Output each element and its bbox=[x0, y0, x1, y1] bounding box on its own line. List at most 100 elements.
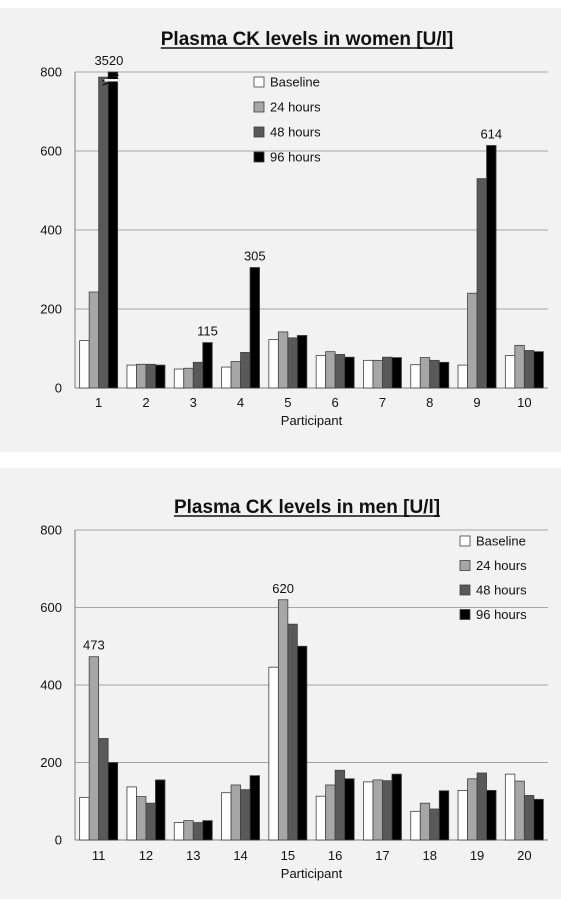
women-bar-p9-s1 bbox=[467, 292, 478, 389]
men-bar-p13-s1 bbox=[183, 820, 194, 841]
men-bar-p16-s2 bbox=[334, 769, 346, 841]
men-bar-p18-s3 bbox=[438, 790, 450, 841]
women-x-tick-label: 8 bbox=[426, 395, 433, 410]
women-legend-label-0: Baseline bbox=[270, 75, 320, 90]
men-bar-p14-s2 bbox=[240, 789, 251, 841]
women-legend-swatch-1 bbox=[253, 101, 265, 113]
women-legend-swatch-2 bbox=[253, 126, 265, 138]
women-bar-p6-s2 bbox=[334, 354, 346, 389]
women-annotation-p3: 115 bbox=[197, 324, 218, 339]
women-bar-p6-s1 bbox=[325, 351, 336, 389]
women-x-tick-label: 1 bbox=[95, 395, 102, 410]
women-bar-p3-s2 bbox=[192, 361, 204, 389]
women-bar-p9-s3 bbox=[486, 145, 497, 389]
women-bar-p7-s3 bbox=[391, 357, 402, 389]
women-bar-p7-s0 bbox=[363, 359, 374, 389]
women-axis-break-gap bbox=[104, 79, 119, 82]
women-bar-p1-s3 bbox=[107, 71, 119, 389]
men-x-tick-label: 15 bbox=[281, 848, 295, 863]
men-legend-swatch-2 bbox=[459, 584, 471, 596]
men-bar-p12-s1 bbox=[136, 796, 147, 841]
women-bar-p7-s1 bbox=[372, 359, 383, 389]
men-x-tick-label: 17 bbox=[375, 848, 389, 863]
women-bar-p1-s0 bbox=[79, 340, 90, 389]
women-legend-label-3: 96 hours bbox=[270, 150, 321, 165]
men-bar-p15-s0 bbox=[268, 666, 279, 841]
men-bar-p19-s2 bbox=[476, 772, 487, 841]
women-chart: Plasma CK levels in women [U/l] 0 200 400 60… bbox=[40, 29, 548, 428]
men-y-tick-label: 0 bbox=[55, 833, 62, 848]
men-bar-p13-s2 bbox=[192, 822, 204, 841]
men-y-tick-label: 200 bbox=[40, 755, 62, 770]
men-bar-p18-s2 bbox=[429, 808, 440, 841]
men-bar-p13-s3 bbox=[202, 820, 213, 841]
men-legend-swatch-3 bbox=[459, 609, 471, 620]
women-chart-title: Plasma CK levels in women [U/l] bbox=[161, 29, 453, 50]
women-x-tick-label: 5 bbox=[284, 395, 291, 410]
men-bar-p11-s1 bbox=[88, 656, 100, 841]
men-y-tick-label: 400 bbox=[40, 678, 62, 693]
women-y-tick-label: 800 bbox=[40, 65, 62, 80]
men-bar-p11-s3 bbox=[107, 762, 119, 841]
men-x-tick-label: 11 bbox=[92, 848, 106, 863]
women-bar-p5-s1 bbox=[277, 331, 289, 389]
men-bar-p15-s3 bbox=[296, 645, 308, 841]
women-bar-p2-s2 bbox=[145, 363, 156, 389]
men-chart-title: Plasma CK levels in men [U/l] bbox=[174, 497, 440, 518]
men-bar-p17-s0 bbox=[363, 781, 374, 841]
men-x-axis-title: Participant bbox=[281, 866, 343, 881]
women-bar-p8-s2 bbox=[429, 359, 440, 389]
men-bar-p19-s3 bbox=[486, 789, 497, 841]
men-bar-p12-s2 bbox=[145, 802, 156, 841]
women-x-tick-label: 10 bbox=[517, 395, 531, 410]
men-legend-label-2: 48 hours bbox=[476, 583, 527, 598]
men-bar-p17-s2 bbox=[382, 780, 393, 841]
women-bar-p9-s2 bbox=[476, 178, 487, 389]
men-x-tick-label: 16 bbox=[328, 848, 342, 863]
women-bar-p2-s1 bbox=[136, 363, 147, 389]
men-bar-p18-s1 bbox=[419, 802, 431, 841]
women-bar-p4-s0 bbox=[221, 366, 232, 389]
men-x-tick-label: 19 bbox=[470, 848, 484, 863]
women-y-tick-label: 200 bbox=[40, 302, 62, 317]
women-y-tick-label: 400 bbox=[40, 223, 62, 238]
men-bar-p15-s1 bbox=[277, 599, 289, 841]
men-bar-p16-s0 bbox=[315, 795, 327, 841]
men-x-tick-label: 13 bbox=[186, 848, 200, 863]
men-x-tick-label: 14 bbox=[233, 848, 247, 863]
women-bar-p5-s3 bbox=[296, 335, 308, 389]
women-bar-p6-s0 bbox=[315, 355, 327, 389]
men-legend-swatch-0 bbox=[459, 535, 471, 547]
men-bar-p12-s3 bbox=[155, 779, 166, 841]
women-x-tick-label: 9 bbox=[473, 395, 480, 410]
women-x-tick-label: 6 bbox=[332, 395, 339, 410]
women-y-tick-label: 0 bbox=[55, 381, 62, 396]
men-bar-p20-s3 bbox=[533, 798, 544, 841]
women-bar-p5-s2 bbox=[287, 337, 298, 389]
women-annotation-p4: 305 bbox=[244, 249, 266, 264]
women-x-axis-title: Participant bbox=[281, 413, 343, 428]
men-bar-p13-s0 bbox=[173, 822, 185, 841]
women-bar-p4-s2 bbox=[240, 352, 251, 389]
women-annotation-p9: 614 bbox=[480, 126, 502, 141]
men-bar-p12-s0 bbox=[126, 786, 137, 841]
women-annotation-p1: 3520 bbox=[94, 53, 123, 68]
women-bar-p4-s3 bbox=[249, 267, 260, 389]
men-bar-p20-s0 bbox=[504, 773, 516, 841]
men-bar-p11-s0 bbox=[79, 796, 90, 841]
women-bar-p10-s3 bbox=[533, 351, 544, 389]
women-bar-p9-s0 bbox=[457, 364, 468, 389]
men-bar-p15-s2 bbox=[287, 623, 298, 841]
women-x-tick-label: 3 bbox=[190, 395, 197, 410]
men-bar-p16-s3 bbox=[344, 778, 355, 841]
men-y-tick-label: 800 bbox=[40, 523, 62, 538]
women-bar-p1-s1 bbox=[88, 291, 100, 389]
women-bar-p10-s2 bbox=[523, 350, 535, 389]
men-x-tick-label: 12 bbox=[139, 848, 153, 863]
women-bar-p7-s2 bbox=[382, 356, 393, 389]
women-bar-p1-s2 bbox=[98, 76, 109, 389]
women-bar-p4-s1 bbox=[230, 361, 241, 389]
women-bar-p2-s3 bbox=[155, 364, 166, 389]
women-x-tick-label: 7 bbox=[379, 395, 386, 410]
men-y-tick-label: 600 bbox=[40, 600, 62, 615]
